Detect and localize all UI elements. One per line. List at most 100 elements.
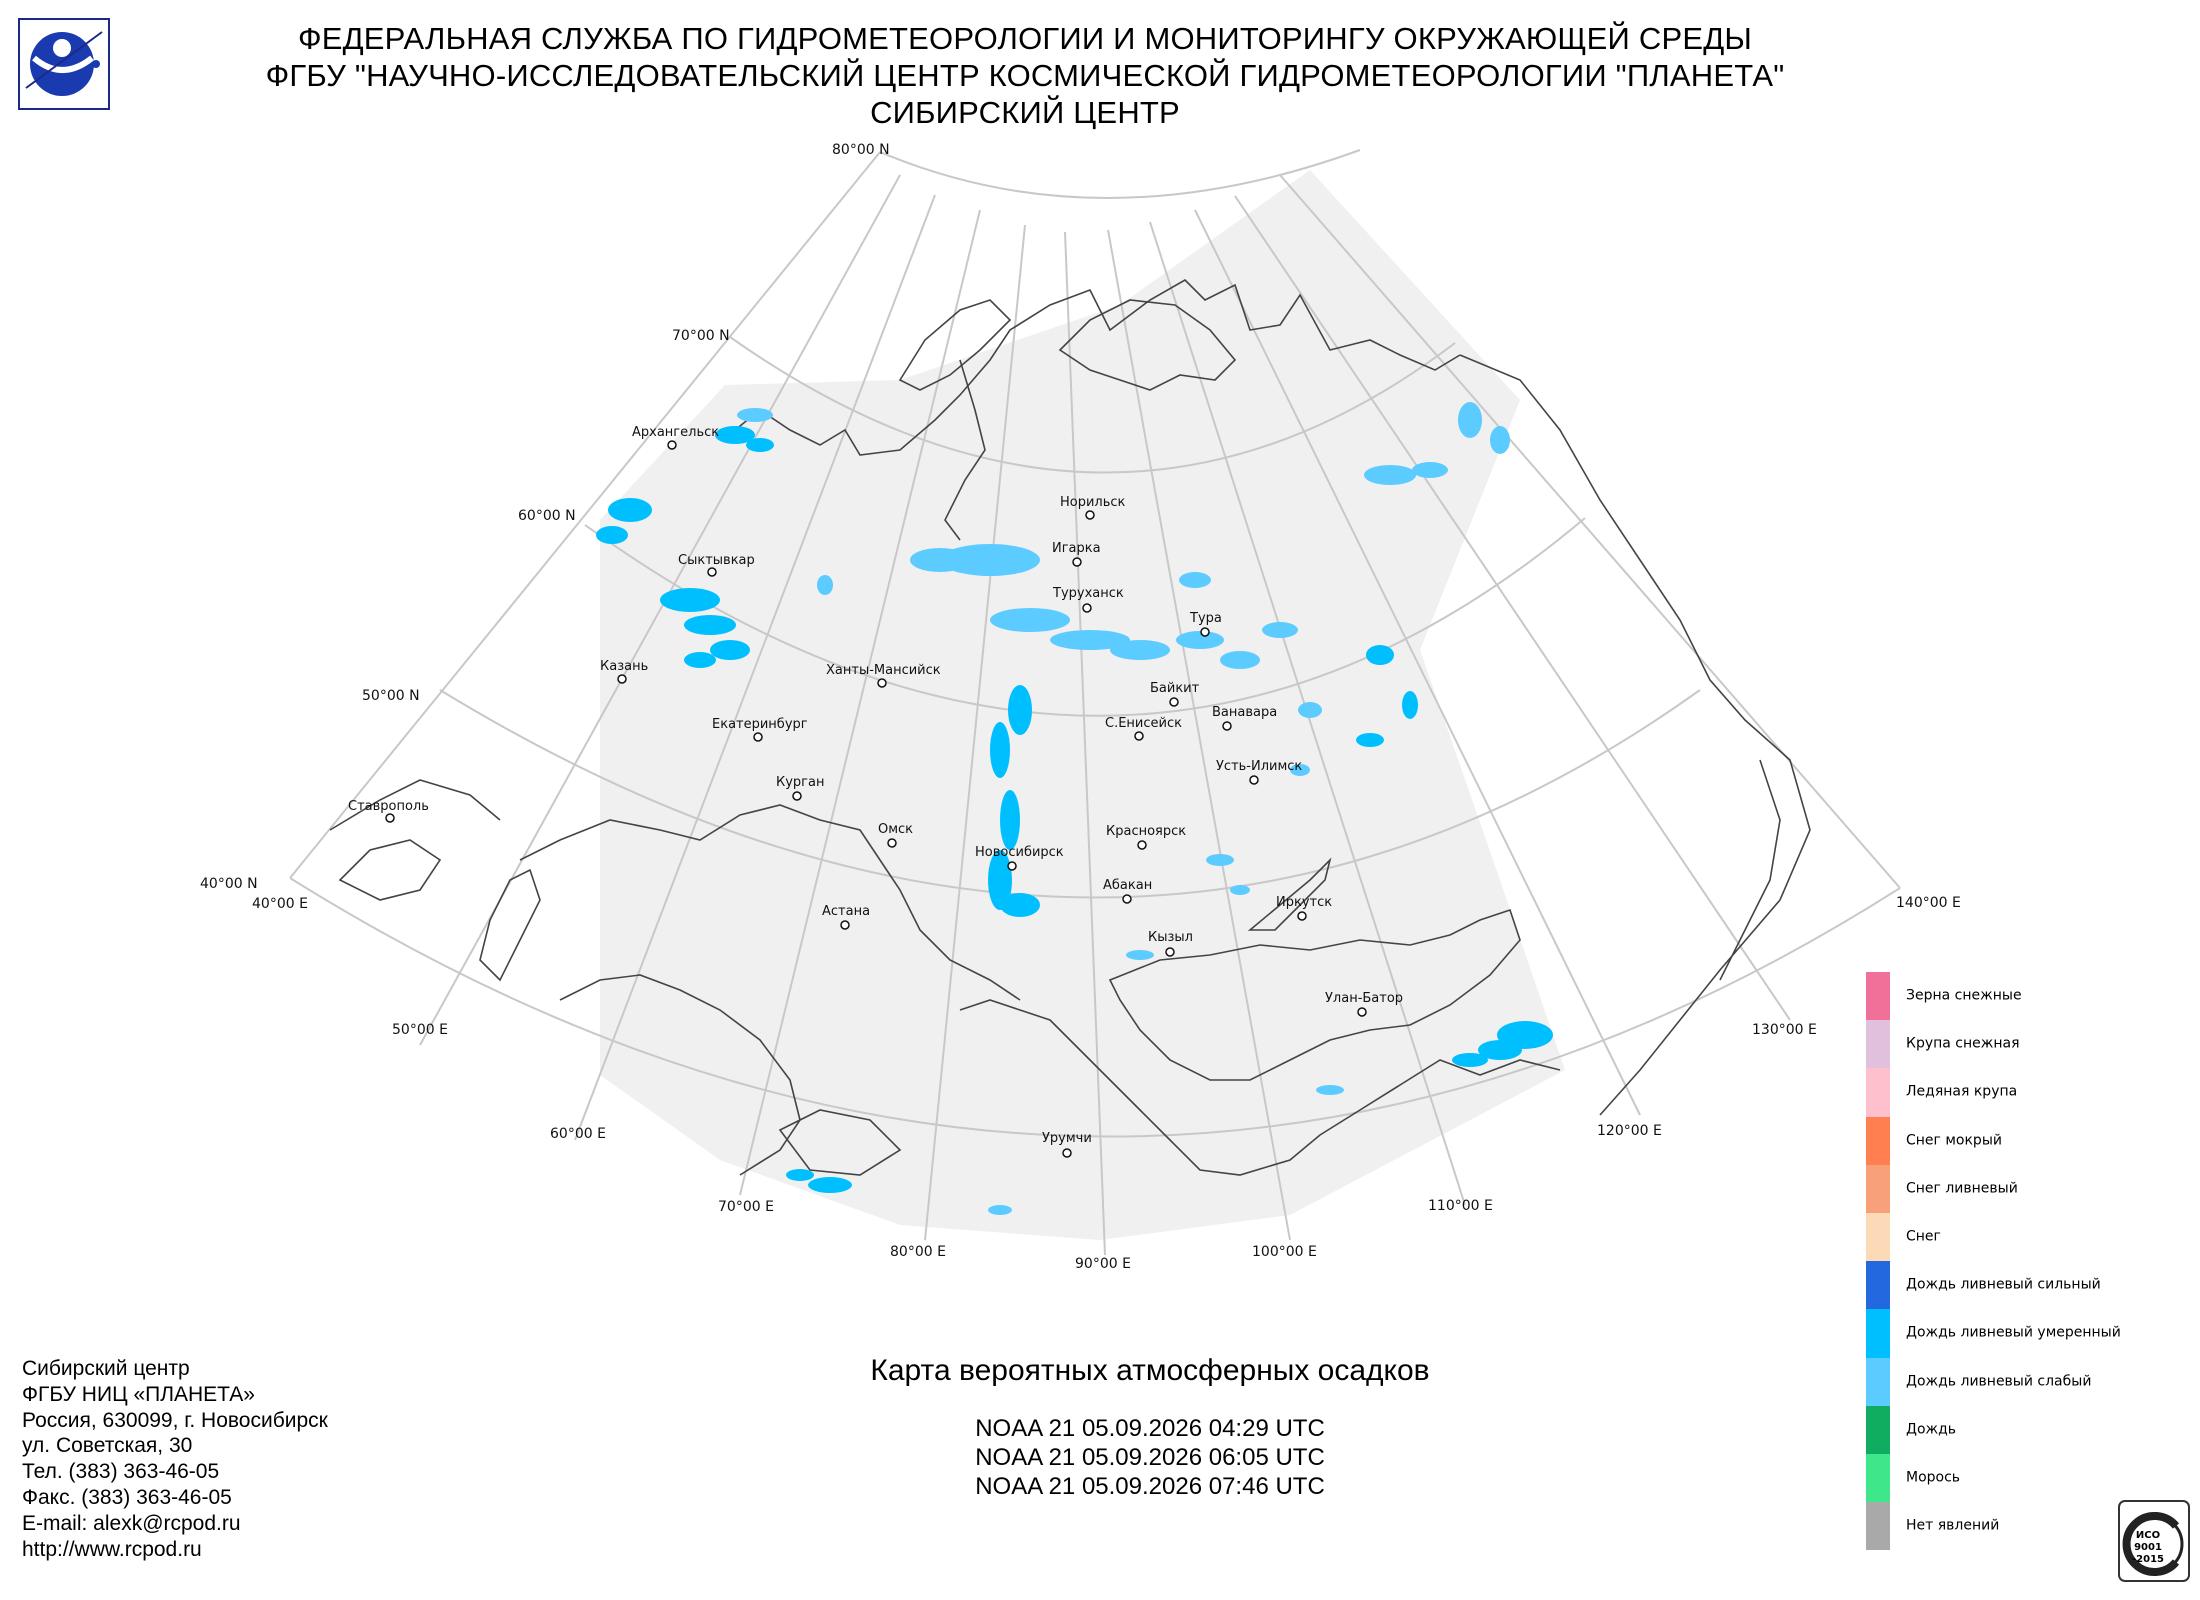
legend-label: Зерна снежные: [1906, 987, 2022, 1004]
contact-website[interactable]: http://www.rcpod.ru: [22, 1537, 202, 1561]
legend-label: Снег мокрый: [1906, 1132, 2002, 1149]
legend-swatch: [1866, 1164, 1890, 1213]
lat-label-70: 70°00 N: [672, 328, 730, 344]
satellite-pass: NOAA 21 05.09.2026 07:46 UTC: [975, 1473, 1325, 1500]
lon-label-120: 120°00 E: [1597, 1123, 1662, 1139]
city-abakan: Абакан: [1103, 878, 1152, 893]
city-s-yeniseysk: С.Енисейск: [1105, 716, 1182, 731]
lon-60: [574, 194, 936, 1141]
lat-40: [289, 877, 1901, 1138]
lat-50: [439, 689, 1701, 899]
lon-label-60: 60°00 E: [550, 1126, 606, 1142]
satellite-passes: NOAA 21 05.09.2026 04:29 UTC NOAA 21 05.…: [700, 1414, 1600, 1501]
city-igarka: Игарка: [1052, 541, 1101, 556]
lon-140: [1279, 174, 1901, 889]
satellite-pass: NOAA 21 05.09.2026 06:05 UTC: [975, 1444, 1325, 1471]
city-turukhansk: Туруханск: [1052, 586, 1124, 601]
lon-label-110: 110°00 E: [1428, 1198, 1493, 1214]
legend-swatch: [1866, 1261, 1890, 1310]
lake-baikal: [1247, 857, 1332, 931]
legend-item: Дождь ливневый умеренный: [1866, 1309, 2186, 1358]
city-astana: Астана: [822, 904, 870, 919]
legend-item: Крупа снежная: [1866, 1020, 2186, 1069]
legend-item: Морось: [1866, 1453, 2186, 1503]
city-urumqi: Урумчи: [1042, 1131, 1092, 1146]
legend-item: Нет явлений: [1866, 1502, 2186, 1551]
legend-label: Ледяная крупа: [1906, 1083, 2018, 1100]
satellite-pass: NOAA 21 05.09.2026 04:29 UTC: [975, 1415, 1325, 1442]
header-line-institute: ФГБУ "НАУЧНО-ИССЛЕДОВАТЕЛЬСКИЙ ЦЕНТР КОС…: [265, 58, 1785, 93]
coastlines-borders: [329, 279, 1811, 1176]
legend-swatch: [1866, 1068, 1890, 1117]
lon-label-130: 130°00 E: [1752, 1022, 1817, 1038]
lat-80: [879, 149, 1361, 199]
city-markers: [385, 440, 1367, 1158]
lon-130: [1234, 195, 1791, 1021]
lon-80: [924, 224, 1026, 1241]
legend-item: Снег ливневый: [1866, 1164, 2186, 1213]
lat-60: [584, 517, 1586, 717]
far-east-coast: [1459, 354, 1811, 1116]
china-border: [959, 999, 1561, 1176]
lon-label-40: 40°00 E: [252, 896, 308, 912]
lon-120: [1194, 209, 1641, 1116]
legend-item: Снег мокрый: [1866, 1116, 2186, 1165]
taimyr: [1058, 299, 1237, 391]
legend-item: Дождь ливневый сильный: [1866, 1261, 2186, 1310]
lon-70: [739, 209, 981, 1196]
city-novosibirsk: Новосибирск: [975, 845, 1064, 860]
lat-70: [729, 336, 1456, 474]
arctic-coast: [734, 279, 1461, 456]
city-labels: Архангельск Сыктывкар Казань Екатеринбур…: [348, 425, 1403, 1146]
iso-certification-badge: ИСО 9001 -2015: [2118, 1500, 2190, 1582]
sakhalin-kamchatka: [1719, 759, 1781, 981]
city-kazan: Казань: [600, 659, 648, 674]
lat-label-50: 50°00 N: [362, 688, 420, 704]
lon-40: [289, 151, 881, 879]
legend-label: Снег ливневый: [1906, 1180, 2018, 1197]
iso-year: -2015: [2132, 1554, 2164, 1565]
city-tura: Тура: [1189, 611, 1222, 626]
iso-number: 9001: [2134, 1542, 2162, 1553]
gulf-ob-yenisei: [944, 359, 986, 541]
legend-item: Дождь: [1866, 1405, 2186, 1454]
city-kurgan: Курган: [776, 775, 824, 790]
precipitation-rain-showers-light: [737, 402, 1510, 1215]
header: ФЕДЕРАЛЬНАЯ СЛУЖБА ПО ГИДРОМЕТЕОРОЛОГИИ …: [200, 20, 1850, 131]
contact-address: Россия, 630099, г. Новосибирск: [22, 1408, 328, 1432]
legend-swatch: [1866, 972, 1890, 1021]
legend-label: Дождь ливневый умеренный: [1906, 1324, 2121, 1341]
central-asia: [559, 974, 801, 1176]
contact-phone: Тел. (383) 363-46-05: [22, 1460, 220, 1484]
lon-label-50: 50°00 E: [392, 1022, 448, 1038]
legend-label: Снег: [1906, 1228, 1941, 1245]
novaya-zemlya: [898, 299, 1012, 391]
mongolia-border: [1108, 908, 1521, 1081]
map-title: Карта вероятных атмосферных осадков: [870, 1354, 1430, 1387]
legend-item: Зерна снежные: [1866, 972, 2186, 1021]
lon-label-140: 140°00 E: [1896, 895, 1961, 911]
contact-center: Сибирский центр: [22, 1357, 190, 1380]
header-line-agency: ФЕДЕРАЛЬНАЯ СЛУЖБА ПО ГИДРОМЕТЕОРОЛОГИИ …: [297, 21, 1753, 56]
city-khanty-mansiysk: Ханты-Мансийск: [826, 663, 941, 678]
legend-swatch: [1866, 1116, 1890, 1165]
caucasus: [329, 779, 501, 831]
legend-label: Морось: [1906, 1469, 1961, 1486]
lon-100: [1107, 229, 1291, 1241]
contact-info: Сибирский центр ФГБУ НИЦ «ПЛАНЕТА» Росси…: [22, 1356, 328, 1562]
precipitation-rain-showers-moderate: [596, 426, 1553, 1193]
contact-fax: Факс. (383) 363-46-05: [22, 1485, 232, 1509]
lon-label-70: 70°00 E: [718, 1199, 774, 1215]
legend-swatch: [1866, 1502, 1890, 1551]
lon-90: [1064, 231, 1106, 1256]
city-omsk: Омск: [878, 822, 913, 837]
legend-item: Дождь ливневый слабый: [1866, 1357, 2186, 1406]
city-stavropol: Ставрополь: [348, 799, 429, 814]
contact-org: ФГБУ НИЦ «ПЛАНЕТА»: [22, 1382, 255, 1406]
lat-label-80: 80°00 N: [832, 142, 890, 158]
contact-email[interactable]: E-mail: alexk@rcpod.ru: [22, 1511, 241, 1535]
legend-label: Дождь ливневый сильный: [1906, 1276, 2101, 1293]
city-yekaterinburg: Екатеринбург: [712, 717, 808, 732]
roshydromet-logo: [18, 18, 110, 110]
